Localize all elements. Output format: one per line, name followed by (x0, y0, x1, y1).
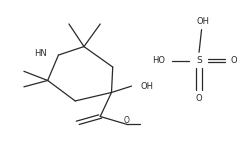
Text: O: O (195, 94, 202, 103)
Text: OH: OH (196, 17, 208, 26)
Text: OH: OH (140, 82, 153, 91)
Text: O: O (230, 56, 237, 65)
Text: HO: HO (152, 56, 165, 65)
Text: HN: HN (34, 49, 47, 58)
Text: S: S (195, 56, 201, 65)
Text: O: O (123, 116, 129, 125)
